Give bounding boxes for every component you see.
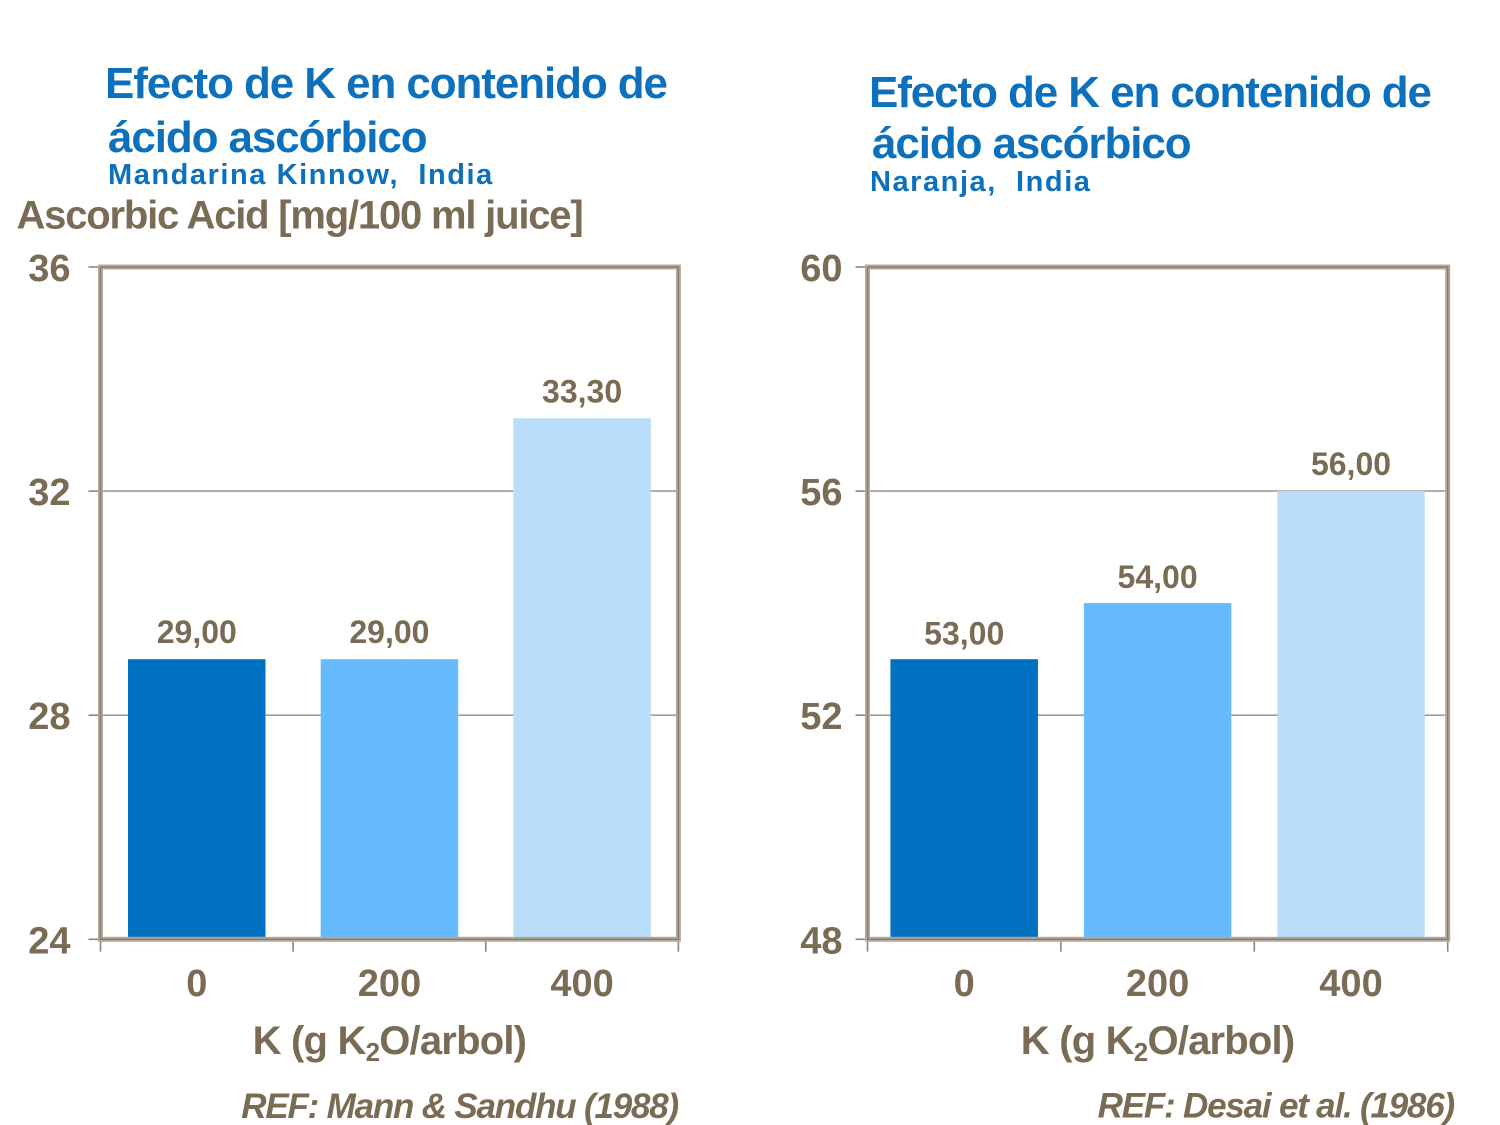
svg-text:REF: Mann & Sandhu (1988): REF: Mann & Sandhu (1988): [241, 1087, 678, 1125]
svg-text:60: 60: [800, 248, 842, 290]
svg-text:29,00: 29,00: [157, 614, 237, 650]
svg-text:53,00: 53,00: [924, 616, 1004, 652]
svg-text:28: 28: [28, 696, 70, 738]
svg-text:0: 0: [186, 963, 207, 1005]
svg-text:56: 56: [800, 472, 842, 514]
svg-text:Mandarina Kinnow, India: Mandarina Kinnow, India: [108, 159, 494, 191]
svg-text:48: 48: [800, 920, 842, 962]
svg-text:Naranja, India: Naranja, India: [870, 166, 1091, 198]
svg-text:0: 0: [954, 963, 975, 1005]
svg-text:ácido ascórbico: ácido ascórbico: [872, 119, 1191, 168]
svg-text:54,00: 54,00: [1118, 559, 1198, 595]
svg-text:200: 200: [1126, 963, 1189, 1005]
svg-text:Efecto de K en contenido de: Efecto de K en contenido de: [105, 59, 667, 108]
svg-text:Ascorbic Acid [mg/100 ml juice: Ascorbic Acid [mg/100 ml juice]: [17, 193, 583, 237]
svg-text:K (g K2O/arbol): K (g K2O/arbol): [1021, 1019, 1295, 1067]
svg-text:400: 400: [550, 963, 613, 1005]
svg-text:33,30: 33,30: [542, 374, 622, 410]
svg-text:32: 32: [28, 472, 70, 514]
svg-text:200: 200: [358, 963, 421, 1005]
svg-text:ácido ascórbico: ácido ascórbico: [108, 113, 427, 162]
svg-text:24: 24: [28, 920, 70, 962]
svg-text:56,00: 56,00: [1311, 446, 1391, 482]
svg-text:Efecto de K en contenido de: Efecto de K en contenido de: [869, 68, 1431, 117]
svg-text:29,00: 29,00: [349, 614, 429, 650]
svg-text:36: 36: [28, 248, 70, 290]
svg-text:52: 52: [800, 696, 842, 738]
svg-text:400: 400: [1319, 963, 1382, 1005]
svg-text:REF: Desai et al. (1986): REF: Desai et al. (1986): [1098, 1087, 1455, 1125]
svg-text:K (g K2O/arbol): K (g K2O/arbol): [253, 1019, 527, 1067]
